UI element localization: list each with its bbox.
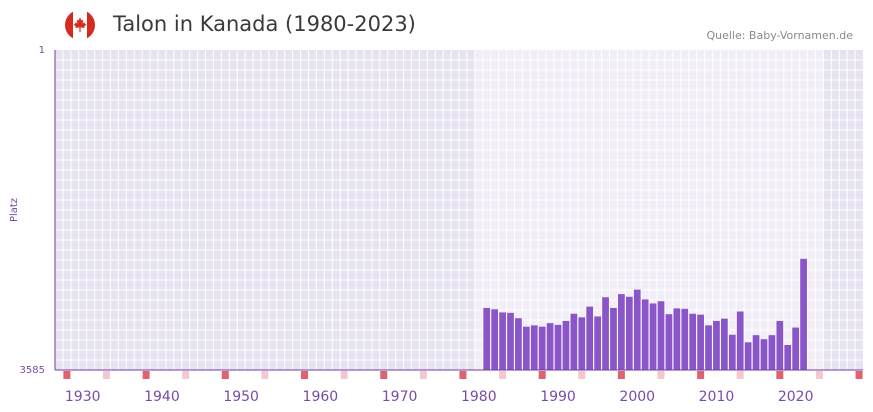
bar-1997 xyxy=(610,307,617,370)
bar-2016 xyxy=(760,339,768,370)
bar-2010 xyxy=(713,320,720,370)
x-tick-label: 1990 xyxy=(540,389,576,405)
bar-2004 xyxy=(665,314,673,370)
bar-1987 xyxy=(530,325,538,370)
decade-marker xyxy=(776,371,784,379)
decade-marker xyxy=(380,371,388,379)
bar-1999 xyxy=(625,296,633,370)
bar-2000 xyxy=(633,289,641,370)
half-decade-marker xyxy=(736,371,744,379)
canada-flag-icon xyxy=(65,10,95,40)
x-tick-label: 1940 xyxy=(144,389,180,405)
decade-marker xyxy=(221,371,229,379)
x-tick-label: 2020 xyxy=(778,389,814,405)
bar-2003 xyxy=(657,301,665,370)
bar-1988 xyxy=(538,326,546,370)
decade-marker xyxy=(697,371,705,379)
decade-marker xyxy=(142,371,150,379)
bar-2014 xyxy=(744,342,752,370)
decade-marker xyxy=(538,371,546,379)
half-decade-marker xyxy=(261,371,269,379)
decade-marker xyxy=(855,371,863,379)
bar-1991 xyxy=(562,320,570,370)
bar-2020 xyxy=(792,327,800,370)
chart-title: Talon in Kanada (1980-2023) xyxy=(113,12,416,36)
bar-2017 xyxy=(768,335,776,370)
bar-2015 xyxy=(752,335,760,370)
y-tick-label: 3585 xyxy=(20,365,45,376)
source-credit: Quelle: Baby-Vornamen.de xyxy=(706,29,853,42)
bar-1989 xyxy=(546,323,554,370)
decade-marker xyxy=(459,371,467,379)
half-decade-marker xyxy=(419,371,427,379)
bar-1994 xyxy=(586,306,594,370)
tick-labels: 1930 1940 1950 1960 1970 1980 1990 2000 2010 2020… xyxy=(20,45,814,405)
half-decade-marker xyxy=(182,371,190,379)
y-tick-label: 1 xyxy=(39,45,45,56)
decade-marker xyxy=(301,371,309,379)
bar-1990 xyxy=(554,324,562,370)
half-decade-marker xyxy=(499,371,507,379)
bar-2019 xyxy=(784,345,792,370)
bar-2012 xyxy=(728,334,736,370)
bar-2013 xyxy=(736,311,744,370)
decade-marker xyxy=(63,371,71,379)
bar-2008 xyxy=(697,314,704,370)
x-tick-label: 1980 xyxy=(461,389,497,405)
bar-2006 xyxy=(681,308,689,370)
x-tick-label: 2010 xyxy=(699,389,735,405)
bar-1984 xyxy=(507,312,514,370)
x-tick-label: 1930 xyxy=(65,389,101,405)
half-decade-marker xyxy=(578,371,586,379)
bar-2002 xyxy=(649,303,657,370)
bar-2005 xyxy=(673,308,681,370)
half-decade-marker xyxy=(340,371,348,379)
bar-1986 xyxy=(522,326,530,370)
half-decade-marker xyxy=(657,371,665,379)
x-tick-label: 1970 xyxy=(382,389,418,405)
bar-2009 xyxy=(705,325,712,370)
decade-marker xyxy=(617,371,625,379)
x-tick-label: 2000 xyxy=(619,389,655,405)
bar-1982 xyxy=(491,309,499,370)
half-decade-marker xyxy=(815,371,823,379)
axes xyxy=(54,50,863,371)
bar-1998 xyxy=(618,294,625,370)
bar-2021 xyxy=(800,258,807,370)
grid-lines xyxy=(54,50,863,370)
bar-1985 xyxy=(515,318,522,370)
bar-1996 xyxy=(602,297,609,370)
y-axis-label: Platz xyxy=(9,198,20,222)
x-tick-label: 1960 xyxy=(303,389,339,405)
bar-2007 xyxy=(689,313,697,370)
bar-1981 xyxy=(483,307,491,370)
bar-1993 xyxy=(578,317,586,370)
half-decade-marker xyxy=(102,371,110,379)
bar-2011 xyxy=(721,318,728,370)
bar-2018 xyxy=(776,320,784,370)
bar-2001 xyxy=(641,299,649,370)
bar-1995 xyxy=(594,316,601,370)
bar-series xyxy=(483,258,807,370)
bar-1992 xyxy=(570,313,578,370)
decade-markers xyxy=(63,371,863,379)
bar-1983 xyxy=(499,312,506,370)
x-tick-label: 1950 xyxy=(223,389,259,405)
